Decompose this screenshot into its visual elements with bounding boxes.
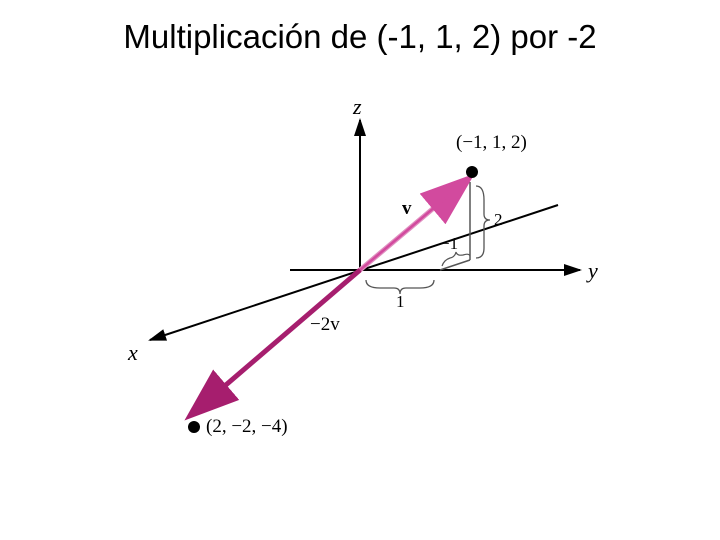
point-p2 — [188, 421, 200, 433]
x-axis-label: x — [128, 340, 138, 366]
y-axis-label: y — [588, 258, 598, 284]
dim-1: 1 — [396, 292, 405, 312]
brace-2 — [476, 186, 490, 258]
dim-2: 2 — [494, 210, 503, 230]
point-p1 — [466, 166, 478, 178]
dim-neg1: −1 — [440, 234, 458, 254]
vector-v-edge — [360, 180, 467, 270]
z-axis-label: z — [353, 94, 362, 120]
p1-label: (−1, 1, 2) — [456, 132, 527, 154]
page-title: Multiplicación de (-1, 1, 2) por -2 — [123, 18, 596, 56]
neg2v-label: −2v — [310, 314, 340, 336]
vector-diagram: z y x v −2v (−1, 1, 2) (2, −2, −4) 1 −1 … — [120, 100, 600, 500]
v-label: v — [402, 198, 412, 220]
vector-neg2v — [192, 270, 360, 414]
p2-label: (2, −2, −4) — [206, 416, 288, 438]
